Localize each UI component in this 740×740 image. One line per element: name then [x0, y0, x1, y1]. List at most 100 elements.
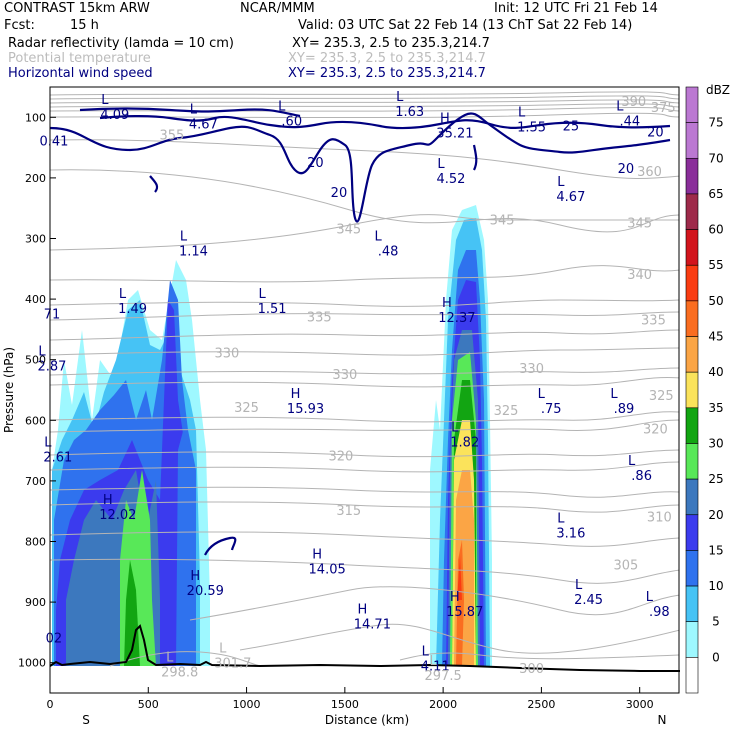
marker-value: 301.7 — [214, 657, 251, 672]
high-marker: H35.21 — [436, 111, 473, 141]
low-marker: L.86 — [628, 454, 652, 484]
refl-east-55dbz — [457, 555, 462, 600]
theta-327 — [50, 367, 679, 376]
refl-east-30dbz — [450, 352, 478, 666]
marker-letter: L — [180, 230, 188, 245]
high-marker: H14.71 — [354, 602, 391, 632]
colorbar-swatch — [685, 229, 699, 266]
colorbar-swatch — [685, 371, 699, 409]
y-tick-label: 200 — [25, 172, 46, 185]
marker-letter: L — [451, 420, 459, 435]
low-marker: L1.49 — [118, 287, 147, 317]
colorbar-tick-label: 40 — [708, 365, 723, 379]
y-tick-label: 1000 — [18, 657, 46, 670]
colorbar-tick-label: 35 — [708, 401, 723, 415]
theta-303 — [50, 558, 679, 584]
wind-25-core — [99, 115, 671, 130]
refl-east-15dbz — [442, 250, 486, 666]
theta-310 — [50, 501, 679, 513]
wind-contour-label: 20 — [618, 162, 635, 177]
theta-335 — [50, 311, 679, 321]
theta-contour-label: 335 — [641, 313, 666, 328]
theta-contour-label: 345 — [627, 216, 652, 231]
x-tick-label: 2500 — [527, 698, 555, 711]
field-name-reflectivity: Radar reflectivity (lamda = 10 cm) — [8, 36, 234, 51]
wind-contour-label: 0.41 — [39, 135, 68, 150]
marker-letter: L — [166, 651, 174, 666]
marker-letter: H — [291, 387, 301, 402]
y-tick-label: 700 — [25, 475, 46, 488]
low-marker: L3.16 — [556, 511, 585, 541]
refl-west-10dbz — [52, 300, 200, 666]
refl-east-20dbz — [446, 280, 484, 666]
colorbar-swatch — [685, 585, 699, 623]
marker-value: 14.71 — [354, 617, 391, 632]
marker-value: 1.63 — [395, 105, 424, 120]
low-marker: L1.51 — [258, 287, 287, 317]
colorbar-tick-label: 5 — [712, 615, 720, 629]
low-marker: L.89 — [610, 387, 634, 417]
marker-letter: L — [374, 230, 382, 245]
marker-value: 297.5 — [425, 669, 462, 684]
y-tick-label: 600 — [25, 414, 46, 427]
colorbar-swatch — [685, 478, 699, 516]
theta-330 — [50, 347, 679, 356]
marker-value: 1.55 — [517, 120, 546, 135]
theta-contour-label: 355 — [159, 128, 184, 143]
low-marker: L.60 — [278, 99, 302, 129]
reflectivity-field — [52, 205, 492, 666]
refl-east-35dbz — [452, 380, 476, 666]
marker-letter: L — [557, 175, 565, 190]
x-tick-label: 3000 — [626, 698, 654, 711]
colorbar-swatch — [685, 300, 699, 337]
theta-337 — [50, 299, 679, 307]
colorbar-tick-label: 70 — [708, 151, 723, 165]
low-marker: L4.67 — [189, 102, 218, 132]
marker-letter: L — [437, 157, 445, 172]
wind-contour-label: 20 — [647, 125, 664, 140]
plot-frame — [49, 86, 680, 694]
refl-east-45dbz — [454, 470, 474, 666]
init-time: Init: 12 UTC Fri 21 Feb 14 — [494, 1, 658, 16]
high-marker: H15.93 — [287, 387, 324, 417]
low-marker: L1.63 — [395, 90, 424, 120]
theta-contour-label: 390 — [621, 95, 646, 110]
model-title: CONTRAST 15km ARW — [4, 1, 150, 16]
wind-contour-label: 71 — [44, 307, 61, 322]
low-marker: L.75 — [538, 387, 562, 417]
marker-letter: L — [101, 93, 109, 108]
marker-value: .60 — [281, 114, 302, 129]
low-marker: L2.61 — [43, 436, 72, 466]
low-marker: L4.09 — [100, 93, 129, 123]
theta-contour-label: 330 — [214, 347, 239, 362]
colorbar-tick-label: 75 — [708, 116, 723, 130]
field-xy-theta: XY= 235.3, 2.5 to 235.3,214.7 — [288, 51, 486, 66]
theta-contour-label: 340 — [627, 268, 652, 283]
low-marker: L4.11 — [421, 645, 450, 675]
low-marker: L2.45 — [574, 578, 603, 608]
x-tick-label: 1000 — [233, 698, 261, 711]
theta-contour-label: 345 — [336, 222, 361, 237]
marker-letter: L — [575, 578, 583, 593]
x-tick-label: 1500 — [331, 698, 359, 711]
marker-letter: H — [103, 493, 113, 508]
refl-east-50dbz — [456, 540, 464, 666]
marker-letter: H — [440, 111, 450, 126]
colorbar-tick-label: 55 — [708, 258, 723, 272]
theta-contour-label: 305 — [614, 559, 639, 574]
refl-east-5dbz — [430, 205, 492, 666]
valid-time: Valid: 03 UTC Sat 22 Feb 14 (13 ChT Sat … — [298, 18, 633, 33]
wind-20-cell-3 — [472, 144, 478, 171]
colorbar-swatch — [685, 193, 699, 230]
wind-20-cell-2 — [204, 536, 237, 556]
colorbar-swatch — [685, 264, 699, 302]
theta-contour-label: 315 — [336, 504, 361, 519]
marker-letter: L — [258, 287, 266, 302]
theta-contour-label: 375 — [651, 101, 676, 116]
marker-value: 15.93 — [287, 402, 324, 417]
colorbar-swatch — [685, 657, 699, 694]
theta-305 — [50, 531, 679, 547]
marker-letter: L — [628, 454, 636, 469]
